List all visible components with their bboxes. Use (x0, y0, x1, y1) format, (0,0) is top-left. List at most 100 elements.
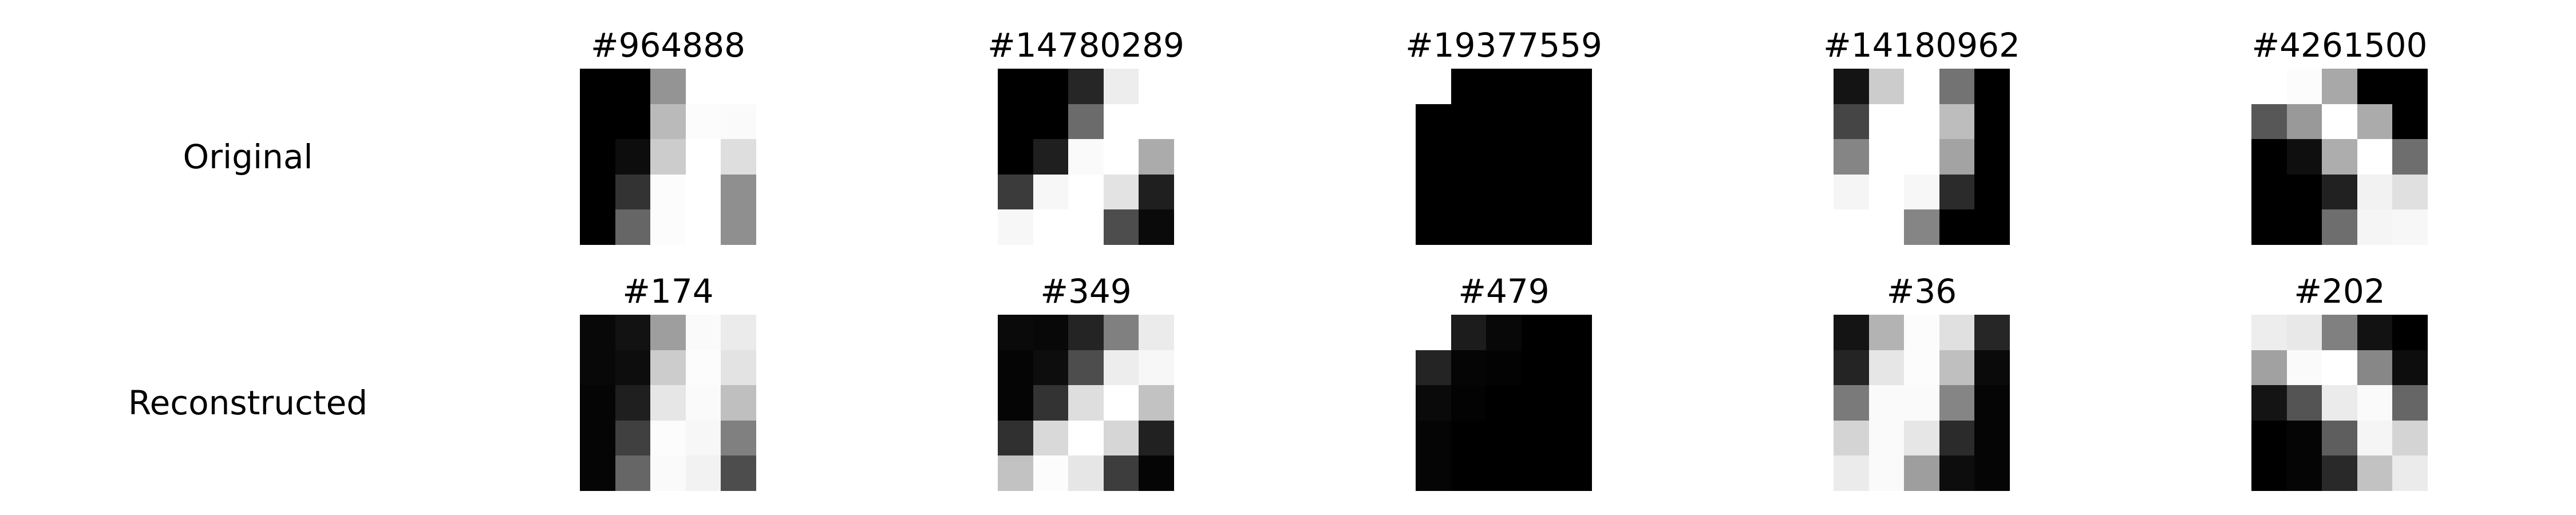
pixel-cell (1939, 455, 1975, 491)
digit-image (580, 69, 756, 245)
pixel-cell (1904, 420, 1939, 456)
pixel-cell (1486, 385, 1522, 421)
pixel-cell (685, 104, 721, 140)
pixel-cell (2286, 350, 2322, 386)
pixel-cell (1556, 420, 1592, 456)
pixel-cell (615, 104, 651, 140)
pixel-cell (2392, 174, 2428, 210)
panel-title: #479 (1458, 272, 1550, 311)
pixel-cell (1868, 385, 1905, 421)
pixel-cell (1451, 315, 1487, 350)
pixel-cell (1416, 420, 1451, 456)
pixel-cell (1103, 315, 1139, 350)
pixel-cell (1556, 385, 1592, 421)
pixel-cell (1451, 455, 1487, 491)
pixel-cell (2322, 350, 2357, 386)
pixel-cell (1416, 69, 1451, 104)
panel-title: #14780289 (987, 26, 1184, 65)
pixel-cell (1139, 455, 1174, 491)
pixel-cell (1521, 455, 1557, 491)
pixel-cell (2251, 209, 2287, 245)
pixel-cell (2357, 350, 2393, 386)
pixel-cell (721, 174, 756, 210)
pixel-cell (1033, 104, 1069, 140)
pixel-cell (685, 455, 721, 491)
pixel-cell (685, 350, 721, 386)
panel-title: #14180962 (1823, 26, 2020, 65)
pixel-cell (1139, 139, 1174, 175)
pixel-cell (1556, 315, 1592, 350)
pixel-cell (1939, 350, 1975, 386)
pixel-cell (1416, 455, 1451, 491)
pixel-cell (721, 455, 756, 491)
pixel-cell (721, 209, 756, 245)
pixel-cell (615, 209, 651, 245)
pixel-cell (2392, 455, 2428, 491)
pixel-cell (1974, 455, 2010, 491)
pixel-cell (1139, 315, 1174, 350)
pixel-cell (1868, 420, 1905, 456)
pixel-cell (2357, 315, 2393, 350)
pixel-cell (1904, 104, 1939, 140)
pixel-cell (1486, 69, 1522, 104)
pixel-cell (1904, 139, 1939, 175)
pixel-cell (998, 315, 1033, 350)
pixel-cell (650, 69, 686, 104)
pixel-cell (1939, 420, 1975, 456)
pixel-cell (685, 315, 721, 350)
pixel-cell (650, 104, 686, 140)
pixel-cell (1868, 174, 1905, 210)
pixel-cell (1103, 69, 1139, 104)
pixel-cell (2251, 104, 2287, 140)
pixel-cell (1451, 209, 1487, 245)
panel-title: #202 (2294, 272, 2385, 311)
pixel-cell (2357, 420, 2393, 456)
pixel-cell (998, 385, 1033, 421)
pixel-cell (1521, 385, 1557, 421)
pixel-cell (721, 385, 756, 421)
pixel-cell (2251, 174, 2287, 210)
pixel-cell (2286, 455, 2322, 491)
pixel-cell (1834, 420, 1869, 456)
pixel-cell (2286, 385, 2322, 421)
pixel-cell (1556, 350, 1592, 386)
pixel-cell (1556, 209, 1592, 245)
pixel-cell (1939, 315, 1975, 350)
pixel-cell (2286, 315, 2322, 350)
pixel-cell (2322, 209, 2357, 245)
pixel-cell (998, 139, 1033, 175)
pixel-cell (1033, 69, 1069, 104)
pixel-cell (615, 455, 651, 491)
panel-title: #174 (622, 272, 714, 311)
pixel-cell (580, 174, 615, 210)
pixel-cell (1556, 139, 1592, 175)
digit-image (2251, 315, 2428, 491)
pixel-cell (1103, 455, 1139, 491)
pixel-cell (1974, 385, 2010, 421)
pixel-cell (2251, 455, 2287, 491)
pixel-cell (615, 174, 651, 210)
pixel-cell (615, 69, 651, 104)
pixel-cell (1974, 350, 2010, 386)
pixel-cell (2251, 350, 2287, 386)
pixel-cell (2392, 139, 2428, 175)
pixel-cell (1521, 420, 1557, 456)
pixel-cell (580, 209, 615, 245)
pixel-cell (1834, 69, 1869, 104)
digit-image (580, 315, 756, 491)
pixel-cell (685, 69, 721, 104)
pixel-cell (1834, 350, 1869, 386)
pixel-cell (1486, 455, 1522, 491)
pixel-cell (2322, 139, 2357, 175)
pixel-cell (721, 69, 756, 104)
pixel-cell (650, 174, 686, 210)
pixel-cell (650, 385, 686, 421)
pixel-cell (615, 420, 651, 456)
pixel-cell (2322, 174, 2357, 210)
panel-title: #36 (1886, 272, 1957, 311)
pixel-cell (1904, 174, 1939, 210)
pixel-cell (1416, 315, 1451, 350)
pixel-cell (2251, 315, 2287, 350)
pixel-cell (2392, 315, 2428, 350)
pixel-cell (1451, 350, 1487, 386)
